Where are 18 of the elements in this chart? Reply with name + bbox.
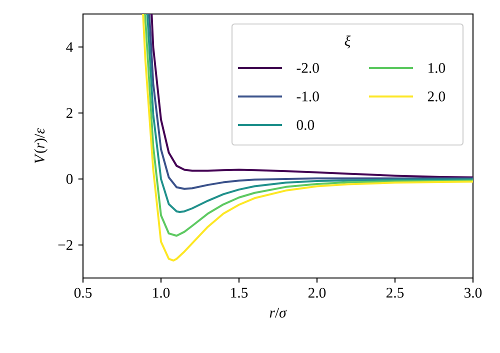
x-tick-label: 1.0: [153, 288, 170, 298]
y-tick-label: 4: [66, 42, 73, 52]
legend-label: 1.0: [428, 63, 446, 73]
legend-label: -1.0: [296, 92, 319, 102]
x-tick-label: 2.5: [386, 288, 404, 298]
legend-label: 2.0: [428, 92, 446, 102]
x-tick-label: 0.5: [74, 288, 92, 298]
x-tick-label: 2.0: [308, 288, 326, 298]
legend-label: 0.0: [296, 120, 314, 130]
y-tick-label: 0: [66, 174, 73, 184]
x-tick-label: 1.5: [231, 288, 248, 298]
legend-label: -2.0: [296, 63, 319, 73]
y-axis-title: V(r)/ε: [34, 128, 48, 164]
legend-title: ξ: [344, 36, 351, 48]
y-tick-label: −2: [58, 240, 72, 250]
x-tick-label: 3.0: [464, 288, 482, 298]
x-axis-title: r/σ: [270, 308, 287, 318]
y-tick-label: 2: [66, 108, 72, 118]
